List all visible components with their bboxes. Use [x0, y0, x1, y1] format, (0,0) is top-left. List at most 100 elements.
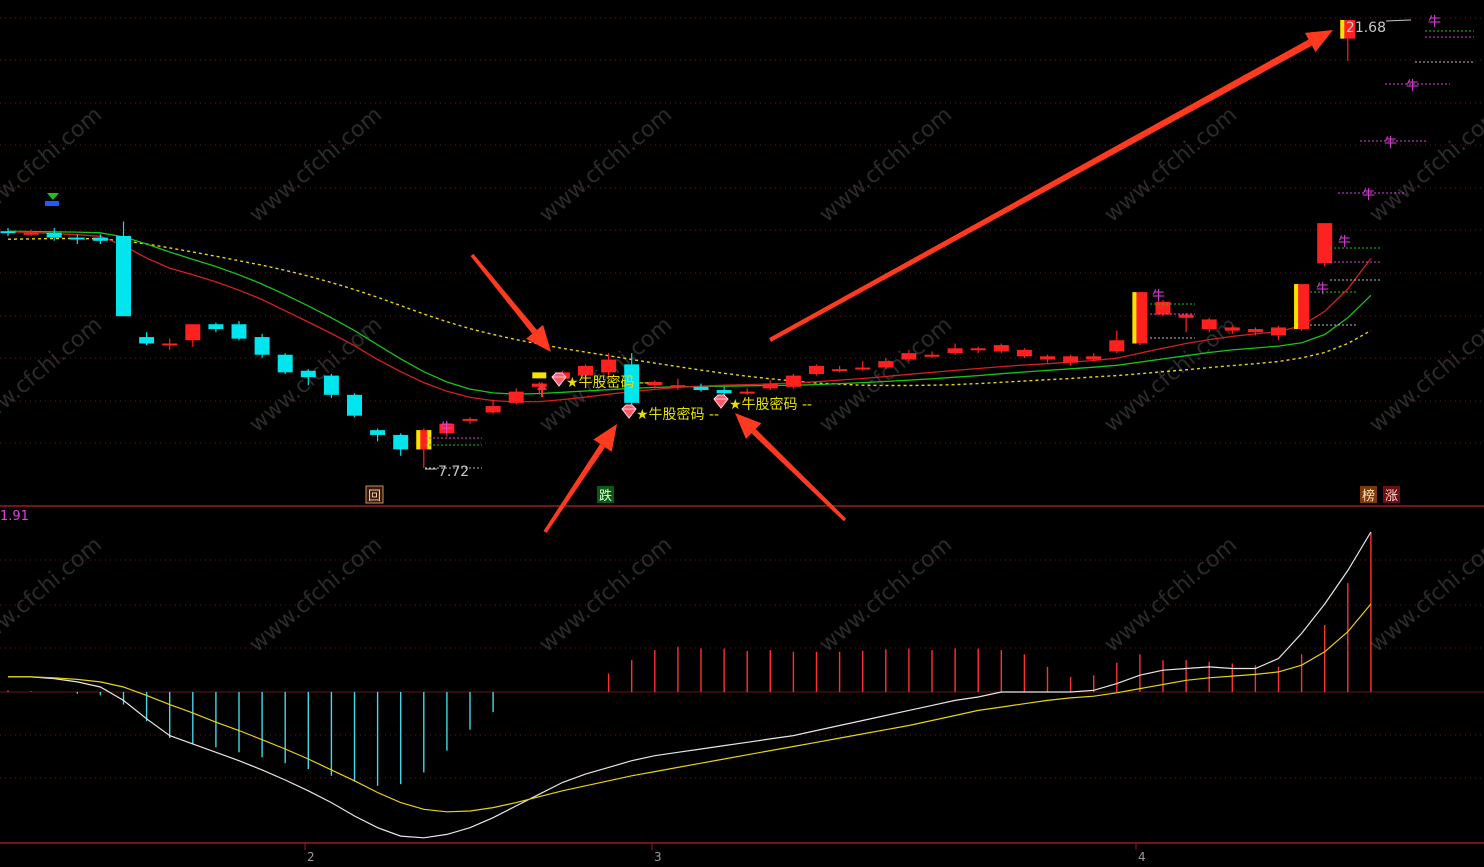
bull-tag: 牛 — [1338, 235, 1351, 250]
bull-tag: 牛 — [1384, 136, 1397, 151]
macd-value-label: 1.91 — [0, 509, 29, 524]
arrow-shaft — [470, 253, 537, 334]
arrow-head — [1304, 30, 1333, 53]
candle-body — [670, 385, 686, 388]
candle-body — [462, 418, 478, 421]
svg-text:★牛股密码 --: ★牛股密码 -- — [566, 374, 649, 391]
ma-red-line — [7, 231, 1372, 403]
signal-bar — [532, 372, 547, 379]
bull-tag: 牛 — [440, 421, 453, 436]
candle-body — [947, 348, 963, 354]
candle-body — [901, 353, 917, 360]
limit-up-edge — [1294, 284, 1299, 330]
badge-rise: 涨 — [1383, 486, 1400, 504]
candle-body — [1247, 329, 1263, 333]
candle-body — [92, 237, 108, 241]
watermark-text: www.cfchi.com — [1100, 532, 1242, 657]
bull-tag: 牛 — [1316, 282, 1329, 297]
candle-body — [508, 391, 524, 403]
watermark-text: www.cfchi.com — [0, 312, 107, 437]
arrow-to-high — [768, 30, 1333, 342]
candle-body — [162, 343, 178, 346]
arrow-shaft — [768, 39, 1312, 342]
candle-body — [347, 394, 362, 416]
candle-body — [1201, 319, 1217, 330]
candle-body — [1109, 340, 1125, 352]
up-arrow-icon — [537, 382, 547, 390]
candle-body — [231, 324, 247, 339]
gem-shape — [551, 372, 567, 387]
candle-body — [1155, 301, 1171, 315]
candle-body — [647, 381, 663, 386]
marker-label-1: ★牛股密码 -- — [566, 374, 649, 391]
limit-up-edge — [427, 430, 432, 450]
watermark-text: www.cfchi.com — [535, 532, 677, 657]
svg-text:★牛股密码 --: ★牛股密码 -- — [636, 406, 719, 423]
candle-body — [832, 369, 848, 372]
marker-label-3: ★牛股密码 -- — [729, 396, 812, 413]
candle-body — [1016, 349, 1032, 357]
watermark-text: www.cfchi.com — [1365, 102, 1484, 227]
gem-icon — [713, 394, 729, 409]
badge-rank: 榜 — [1360, 486, 1377, 504]
arrow-shaft — [543, 443, 606, 533]
watermark-text: www.cfchi.com — [815, 532, 957, 657]
candle-body — [46, 232, 62, 238]
candle-body — [1178, 314, 1194, 318]
candle-body — [1040, 356, 1055, 360]
bull-tag: 牛 — [1152, 289, 1165, 304]
macd-dif-line — [8, 531, 1372, 839]
candle-body — [370, 430, 386, 435]
candle-body — [0, 231, 16, 234]
arrow-to-first-marker — [470, 253, 551, 352]
candle-body — [1086, 356, 1102, 360]
watermarks: www.cfchi.com www.cfchi.com www.cfchi.com w… — [0, 102, 1484, 657]
candle-body — [739, 391, 755, 394]
watermark-text: www.cfchi.com — [815, 312, 957, 437]
arrow-to-third-marker — [735, 413, 847, 522]
candle-body — [1317, 223, 1333, 264]
candle-body — [578, 365, 593, 376]
badge-fall: 跌 — [597, 486, 614, 504]
candle-body — [762, 383, 778, 389]
moving-averages — [7, 230, 1372, 403]
price-high-leader — [1385, 19, 1412, 22]
down-arrow-icon — [47, 193, 59, 200]
candle-body — [693, 386, 709, 391]
macd-panel — [0, 531, 1484, 839]
candlesticks — [0, 20, 1356, 468]
svg-text:回: 回 — [368, 489, 381, 504]
gem-shape — [621, 404, 637, 419]
arrow-shaft — [751, 428, 847, 522]
candle-body — [531, 383, 547, 387]
candle-body — [1063, 356, 1079, 363]
badge-back: 回 — [365, 485, 384, 504]
arrow-head — [735, 413, 762, 440]
svg-text:跌: 跌 — [599, 488, 612, 504]
candle-body — [1271, 327, 1286, 336]
arrow-to-second-marker — [543, 424, 617, 533]
candle-body — [809, 365, 824, 374]
bull-tag: 牛 — [1406, 79, 1419, 94]
candle-body — [785, 375, 801, 387]
x-tick-2: 2 — [307, 850, 315, 864]
candle-body — [116, 235, 131, 317]
bull-tag: 牛 — [1362, 188, 1375, 203]
price-high-label: 21.68 — [1346, 20, 1386, 36]
limit-up-edge — [416, 430, 421, 450]
watermark-text: www.cfchi.com — [0, 532, 107, 657]
candle-body — [624, 364, 640, 403]
candle-body — [716, 390, 732, 394]
price-low-label: 7.72 — [438, 464, 469, 480]
blue-marker — [45, 201, 59, 206]
x-tick-4: 4 — [1138, 850, 1146, 864]
candle-body — [185, 324, 201, 341]
candle-body — [69, 237, 85, 240]
x-tick-3: 3 — [654, 850, 662, 864]
candle-body — [855, 367, 871, 370]
candle-body — [1224, 327, 1240, 331]
watermark-text: www.cfchi.com — [245, 312, 387, 437]
candle-body — [23, 232, 39, 235]
